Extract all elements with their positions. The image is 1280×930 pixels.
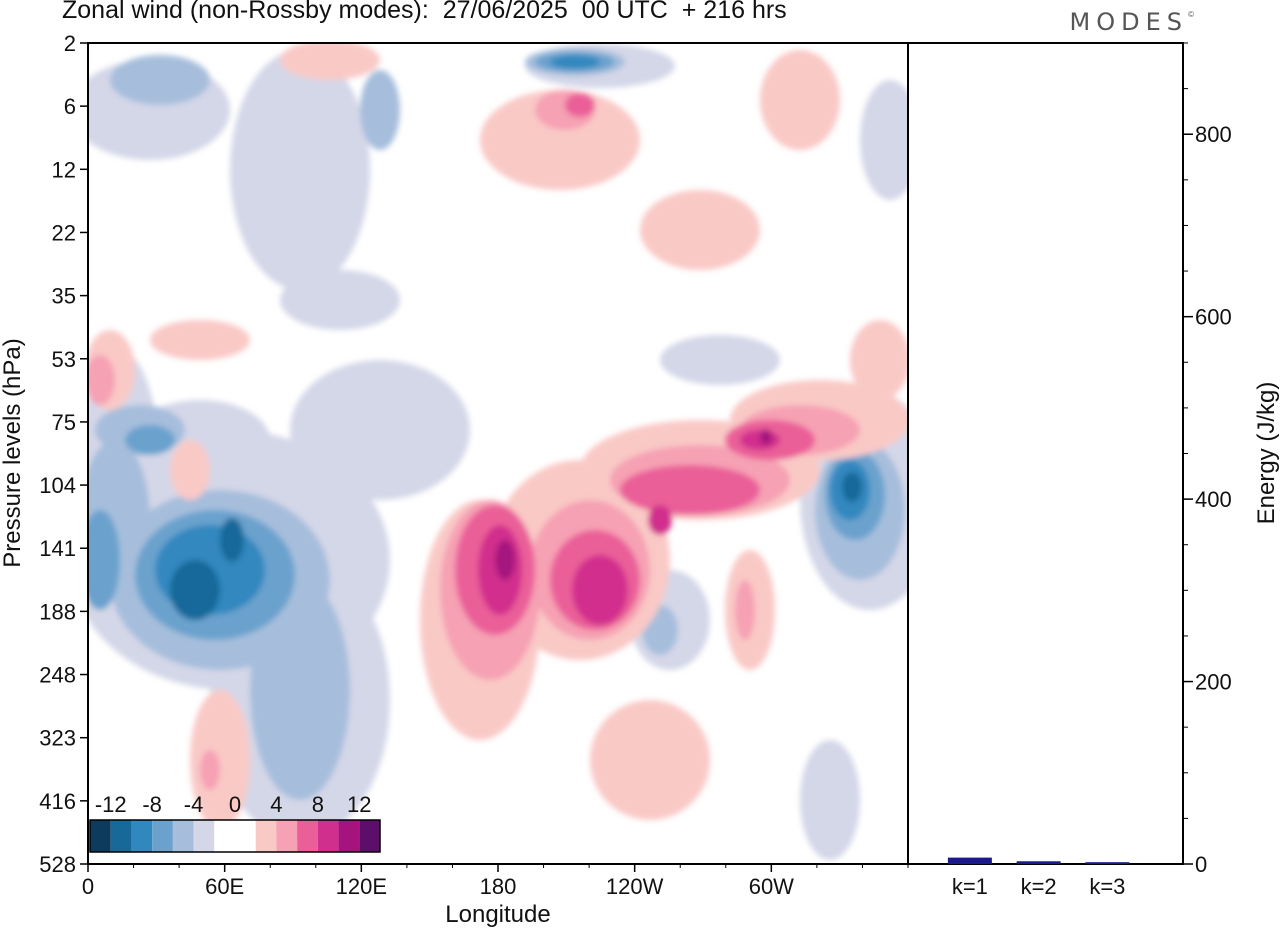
energy-bar-label: k=1 [952,874,988,899]
colorbar-swatch [359,820,380,852]
energy-axis-title: Energy (J/kg) [1253,382,1280,525]
y-tick-label: 248 [39,663,76,688]
colorbar: -12 -8 -4 0 4 8 12 [89,792,381,853]
y-tick-label: 416 [39,789,76,814]
colorbar-swatch [255,820,277,852]
colorbar-frame [89,819,381,853]
y-tick-label: 6 [64,94,76,119]
energy-tick-label: 600 [1195,305,1232,330]
y-axis-title: Pressure levels (hPa) [0,338,26,567]
energy-bar-label: k=2 [1021,874,1057,899]
energy-panel [907,42,1184,865]
colorbar-swatch [297,820,318,852]
x-tick-label: 120E [336,874,387,899]
energy-bar [1085,862,1130,864]
x-axis-title: Longitude [445,901,550,928]
x-tick-label: 120W [606,874,664,899]
energy-axes: 0 200 400 600 800 [1183,42,1232,877]
x-tick-label: 0 [82,874,94,899]
energy-tick-label: 200 [1195,670,1232,695]
energy-bar [1016,861,1061,864]
colorbar-swatch [214,820,235,852]
y-tick-label: 35 [52,284,76,309]
colorbar-label: -8 [142,792,162,817]
colorbar-label: 12 [347,792,371,817]
colorbar-swatch [317,820,339,852]
heatmap-field [88,43,908,860]
colorbar-label: -12 [95,792,127,817]
x-tick-label: 180 [480,874,517,899]
colorbar-label: 8 [312,792,324,817]
colorbar-swatch [90,820,111,852]
heatmap-axes: 0 60E 120E 180 120W 60W 2 6 12 22 35 53 75 104 141 188 2… [39,31,909,899]
chart-title: Zonal wind (non-Rossby modes): 27/06/202… [62,0,787,24]
colorbar-swatch [235,820,256,852]
contour-band-pos-core [495,429,772,580]
colorbar-label: 0 [229,792,241,817]
energy-bar [947,857,992,864]
colorbar-swatch [193,820,215,852]
y-tick-label: 323 [39,726,76,751]
colorbar-swatch [172,820,194,852]
energy-tick-label: 400 [1195,487,1232,512]
colorbar-label: 4 [270,792,282,817]
heatmap-panel [87,42,909,865]
modes-logo: MODES [1069,8,1188,36]
colorbar-swatch [110,820,132,852]
y-tick-label: 22 [52,220,76,245]
y-tick-label: 12 [52,157,76,182]
energy-tick-label: 0 [1195,852,1207,877]
energy-bar-label: k=3 [1089,874,1125,899]
x-tick-label: 60W [749,874,794,899]
colorbar-swatch [152,820,173,852]
contour-band-neg-core [170,472,862,620]
colorbar-swatch [276,820,298,852]
y-tick-label: 188 [39,599,76,624]
y-tick-label: 141 [39,536,76,561]
copyright-mark: © [1188,10,1194,19]
colorbar-label: -4 [184,792,204,817]
x-tick-label: 60E [205,874,244,899]
energy-frame [907,42,1184,865]
energy-bars: k=1 k=2 k=3 [947,857,1130,899]
colorbar-swatch [131,820,153,852]
y-tick-label: 104 [39,473,76,498]
colorbar-swatch [338,820,360,852]
energy-tick-label: 800 [1195,122,1232,147]
y-tick-label: 53 [52,347,76,372]
y-tick-label: 528 [39,852,76,877]
y-tick-label: 75 [52,410,76,435]
y-tick-label: 2 [64,31,76,56]
